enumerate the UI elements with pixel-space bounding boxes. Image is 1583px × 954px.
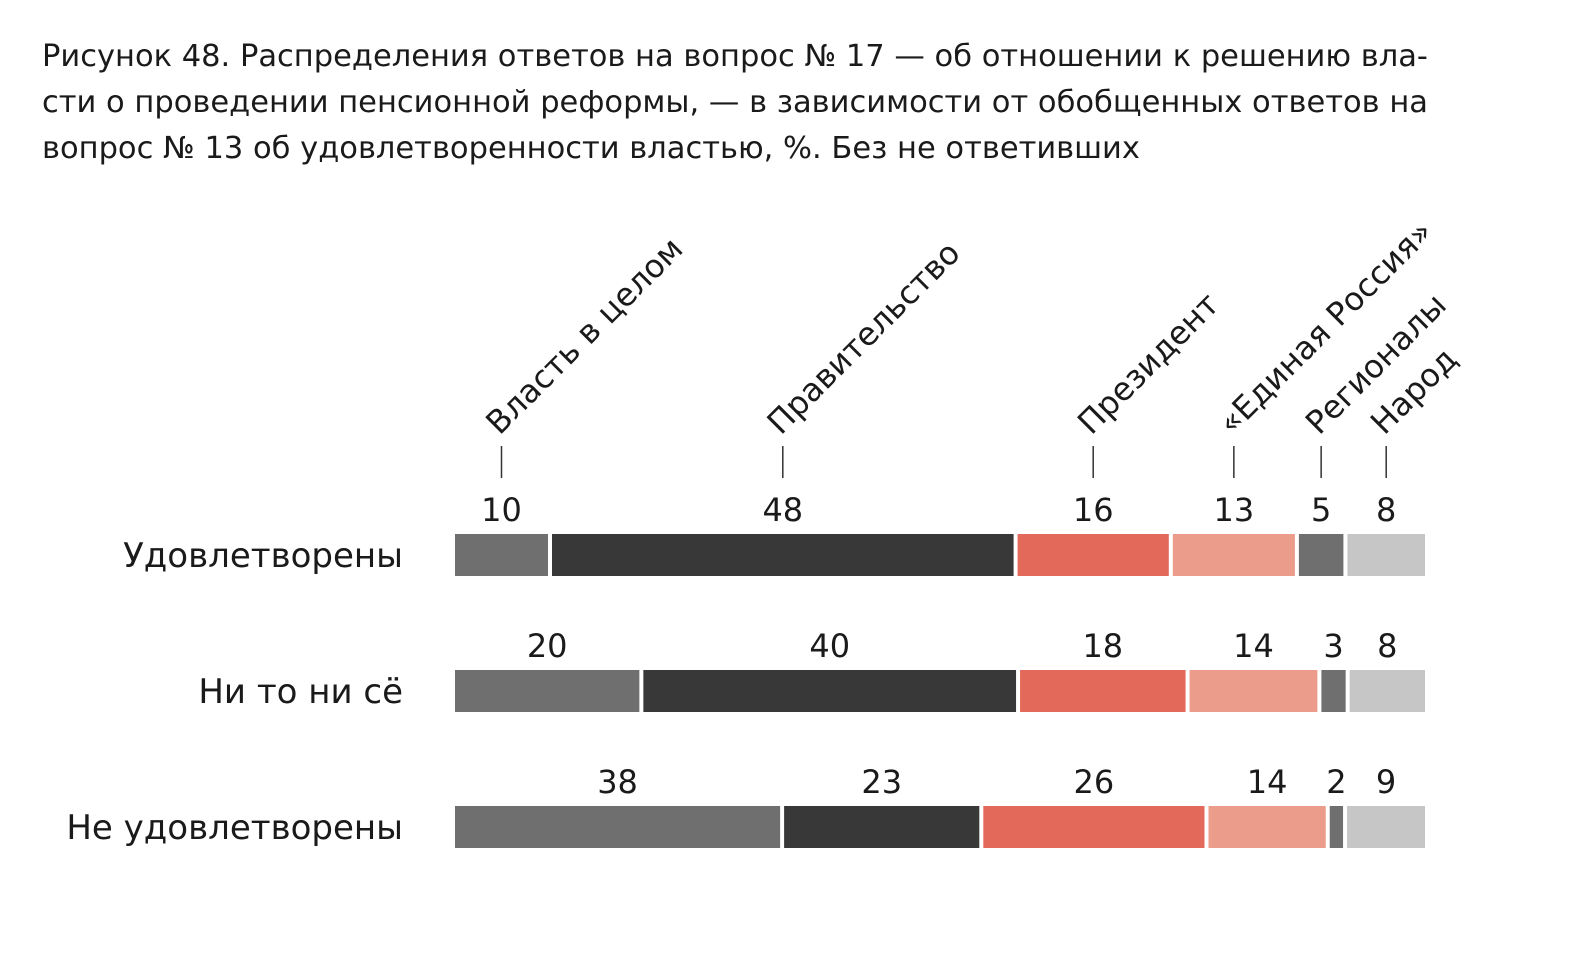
data-label: 13 bbox=[1213, 491, 1254, 529]
bar-segment bbox=[1189, 670, 1318, 712]
data-label: 48 bbox=[762, 491, 803, 529]
bar-segment bbox=[1329, 806, 1344, 848]
bar-segment bbox=[455, 806, 781, 848]
bar-segment bbox=[455, 534, 548, 576]
bar-segment bbox=[983, 806, 1205, 848]
bar-segment bbox=[552, 534, 1014, 576]
data-label: 2 bbox=[1326, 763, 1346, 801]
bar-segment bbox=[643, 670, 1017, 712]
bar-segment bbox=[455, 670, 640, 712]
data-label: 3 bbox=[1323, 627, 1343, 665]
data-label: 20 bbox=[527, 627, 568, 665]
bar-segment bbox=[1020, 670, 1186, 712]
series-label: Власть в целом bbox=[478, 230, 690, 442]
data-label: 8 bbox=[1377, 627, 1397, 665]
data-label: 8 bbox=[1376, 491, 1396, 529]
bar-segment bbox=[1017, 534, 1169, 576]
bar-segment bbox=[1321, 670, 1346, 712]
series-label: Правительство bbox=[760, 234, 968, 442]
bar-segment bbox=[1349, 670, 1425, 712]
data-label: 18 bbox=[1082, 627, 1123, 665]
bar-segment bbox=[1347, 534, 1425, 576]
bar-segment bbox=[1298, 534, 1344, 576]
data-label: 5 bbox=[1311, 491, 1331, 529]
data-label: 14 bbox=[1233, 627, 1274, 665]
data-label: 40 bbox=[809, 627, 850, 665]
data-label: 38 bbox=[597, 763, 638, 801]
category-label: Не удовлетворены bbox=[66, 808, 403, 848]
bar-segment bbox=[784, 806, 980, 848]
data-label: 26 bbox=[1074, 763, 1115, 801]
data-label: 23 bbox=[861, 763, 902, 801]
category-label: Удовлетворены bbox=[123, 536, 403, 576]
data-label: 10 bbox=[481, 491, 522, 529]
data-label: 14 bbox=[1247, 763, 1288, 801]
bar-segment bbox=[1208, 806, 1326, 848]
chart-title: Рисунок 48. Распределения ответов на воп… bbox=[42, 39, 1428, 166]
series-label: Президент bbox=[1070, 285, 1226, 441]
data-label: 16 bbox=[1073, 491, 1114, 529]
data-label: 9 bbox=[1376, 763, 1396, 801]
bar-segment bbox=[1172, 534, 1295, 576]
category-label: Ни то ни сё bbox=[198, 672, 403, 712]
bar-segment bbox=[1347, 806, 1425, 848]
